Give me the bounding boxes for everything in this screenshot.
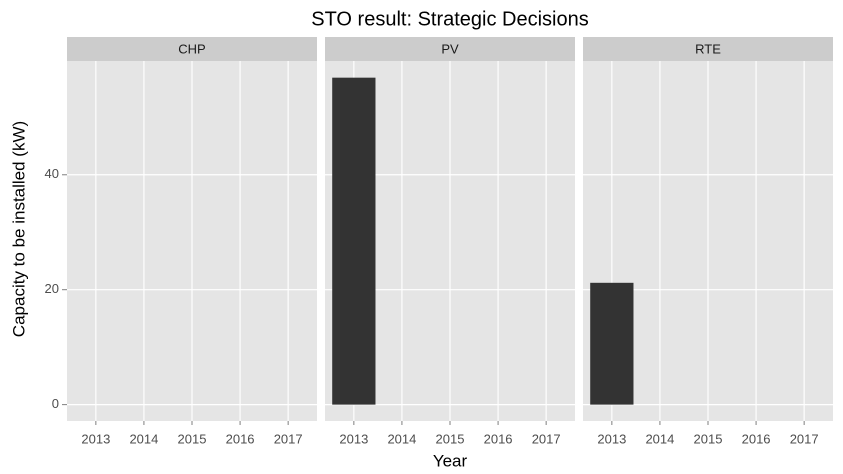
x-tick-label: 2017 [274, 431, 303, 446]
x-tick-label: 2015 [694, 431, 723, 446]
x-tick-label: 2016 [742, 431, 771, 446]
x-tick-label: 2015 [178, 431, 207, 446]
x-tick-label: 2017 [790, 431, 819, 446]
x-tick-label: 2013 [339, 431, 368, 446]
y-tick-label: 0 [52, 396, 59, 411]
strip-label: RTE [695, 41, 721, 56]
x-tick-label: 2014 [129, 431, 158, 446]
x-tick-label: 2013 [81, 431, 110, 446]
x-tick-label: 2014 [387, 431, 416, 446]
bar [590, 282, 634, 405]
y-tick-label: 20 [45, 281, 59, 296]
x-tick-label: 2017 [532, 431, 561, 446]
y-axis-title: Capacity to be installed (kW) [9, 121, 28, 337]
x-tick-label: 2016 [226, 431, 255, 446]
strip-background [583, 37, 833, 61]
x-tick-label: 2015 [436, 431, 465, 446]
y-tick-label: 40 [45, 166, 59, 181]
x-axis-title: Year [433, 451, 468, 470]
strip-label: CHP [178, 41, 205, 56]
x-tick-label: 2014 [645, 431, 674, 446]
strip-background [325, 37, 575, 61]
chart-title: STO result: Strategic Decisions [311, 8, 589, 30]
x-tick-label: 2016 [484, 431, 513, 446]
strip-background [67, 37, 317, 61]
x-tick-label: 2013 [597, 431, 626, 446]
strip-label: PV [441, 41, 459, 56]
bar [332, 77, 376, 405]
